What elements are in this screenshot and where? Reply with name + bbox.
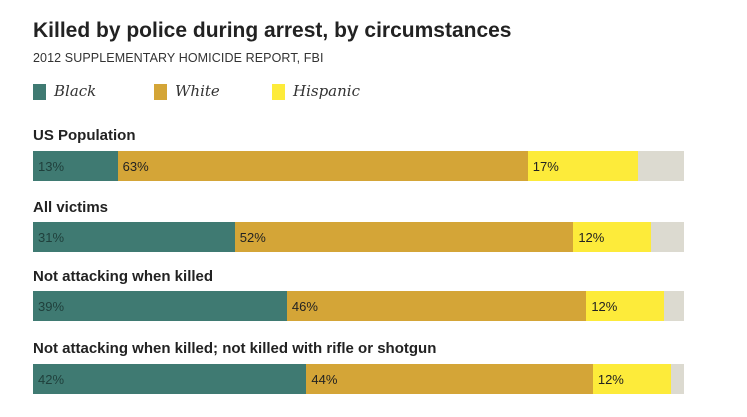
chart-title: Killed by police during arrest, by circu… [33, 19, 512, 42]
legend-swatch-hispanic [272, 84, 285, 100]
data-label-white-row-0: 63% [122, 159, 149, 174]
data-label-black-row-1: 31% [38, 230, 65, 245]
bar-segment-hispanic-row-3: 12% [592, 364, 671, 394]
bar-segment-hispanic-row-1: 12% [573, 222, 652, 252]
bar-segment-white-row-3: 44% [306, 364, 593, 394]
bar-segment-black-row-3: 42% [33, 364, 307, 394]
bar-not-attacking: 39% 46% 12% [33, 291, 684, 321]
legend-swatch-white [154, 84, 167, 100]
bar-segment-hispanic-row-2: 12% [586, 291, 665, 321]
data-label-hispanic-row-0: 17% [532, 159, 559, 174]
bar-segment-white-row-0: 63% [117, 151, 528, 181]
legend-label-black: Black [54, 82, 97, 100]
bar-all-victims: 31% 52% 12% [33, 222, 684, 252]
row-label-not-attacking-no-rifle: Not attacking when killed; not killed wi… [33, 340, 437, 357]
row-label-us-population: US Population [33, 127, 136, 144]
bar-segment-white-row-1: 52% [234, 222, 574, 252]
data-label-black-row-2: 39% [38, 299, 65, 314]
bar-segment-black-row-1: 31% [33, 222, 235, 252]
bar-us-population: 13% 63% 17% [33, 151, 684, 181]
bar-segment-black-row-2: 39% [33, 291, 287, 321]
bar-segment-hispanic-row-0: 17% [527, 151, 639, 181]
row-label-not-attacking: Not attacking when killed [33, 268, 214, 285]
bar-not-attacking-no-rifle: 42% 44% 12% [33, 364, 684, 394]
data-label-white-row-1: 52% [239, 230, 266, 245]
row-label-all-victims: All victims [33, 199, 109, 216]
bar-segment-white-row-2: 46% [286, 291, 587, 321]
data-label-white-row-2: 46% [291, 299, 318, 314]
data-label-black-row-0: 13% [38, 159, 65, 174]
bar-segment-black-row-0: 13% [33, 151, 118, 181]
data-label-black-row-3: 42% [38, 372, 65, 387]
data-label-hispanic-row-1: 12% [578, 230, 605, 245]
data-label-white-row-3: 44% [311, 372, 338, 387]
legend-label-white: White [175, 82, 220, 100]
legend-label-hispanic: Hispanic [293, 82, 360, 100]
data-label-hispanic-row-3: 12% [597, 372, 624, 387]
legend-swatch-black [33, 84, 46, 100]
chart-subtitle: 2012 SUPPLEMENTARY HOMICIDE REPORT, FBI [33, 51, 324, 65]
data-label-hispanic-row-2: 12% [591, 299, 618, 314]
